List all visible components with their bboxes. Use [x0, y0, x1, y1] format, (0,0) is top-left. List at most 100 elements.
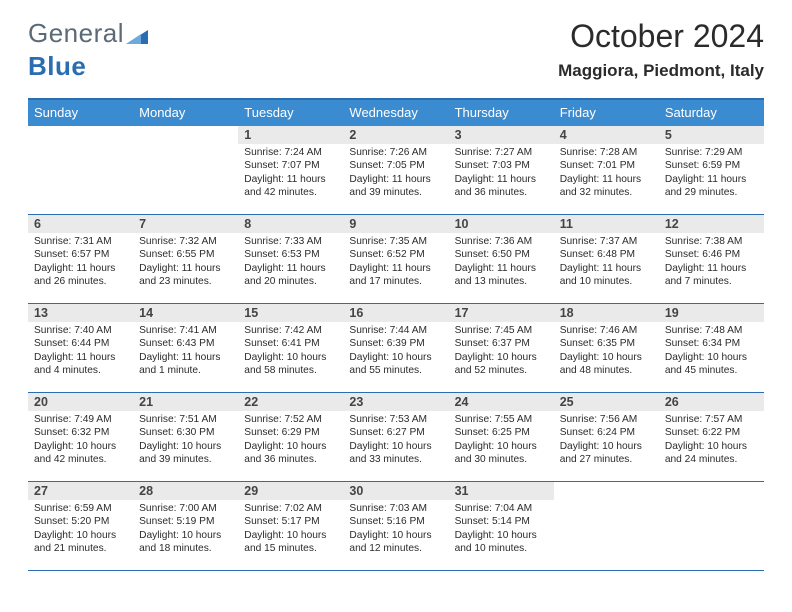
daylight-text: Daylight: 10 hours and 55 minutes. — [349, 351, 442, 378]
sunrise-text: Sunrise: 7:55 AM — [455, 413, 548, 426]
sunset-text: Sunset: 6:39 PM — [349, 337, 442, 350]
location: Maggiora, Piedmont, Italy — [558, 61, 764, 81]
daylight-text: Daylight: 11 hours and 4 minutes. — [34, 351, 127, 378]
day-number: 13 — [28, 304, 133, 322]
daylight-text: Daylight: 11 hours and 7 minutes. — [665, 262, 758, 289]
calendar-cell: 30Sunrise: 7:03 AMSunset: 5:16 PMDayligh… — [343, 482, 448, 570]
sunset-text: Sunset: 5:14 PM — [455, 515, 548, 528]
week-row: 20Sunrise: 7:49 AMSunset: 6:32 PMDayligh… — [28, 393, 764, 482]
sunrise-text: Sunrise: 7:31 AM — [34, 235, 127, 248]
calendar-cell-empty — [659, 482, 764, 570]
day-number: 8 — [238, 215, 343, 233]
calendar-cell: 20Sunrise: 7:49 AMSunset: 6:32 PMDayligh… — [28, 393, 133, 481]
day-details: Sunrise: 7:52 AMSunset: 6:29 PMDaylight:… — [238, 411, 343, 469]
sunrise-text: Sunrise: 7:35 AM — [349, 235, 442, 248]
month-title: October 2024 — [558, 18, 764, 55]
sunrise-text: Sunrise: 7:26 AM — [349, 146, 442, 159]
daylight-text: Daylight: 10 hours and 24 minutes. — [665, 440, 758, 467]
day-details: Sunrise: 7:28 AMSunset: 7:01 PMDaylight:… — [554, 144, 659, 202]
day-number — [659, 482, 764, 500]
sunset-text: Sunset: 7:01 PM — [560, 159, 653, 172]
sunrise-text: Sunrise: 7:00 AM — [139, 502, 232, 515]
sunset-text: Sunset: 6:30 PM — [139, 426, 232, 439]
calendar-cell: 22Sunrise: 7:52 AMSunset: 6:29 PMDayligh… — [238, 393, 343, 481]
calendar-cell: 14Sunrise: 7:41 AMSunset: 6:43 PMDayligh… — [133, 304, 238, 392]
calendar-cell: 17Sunrise: 7:45 AMSunset: 6:37 PMDayligh… — [449, 304, 554, 392]
day-number: 2 — [343, 126, 448, 144]
daylight-text: Daylight: 11 hours and 39 minutes. — [349, 173, 442, 200]
calendar-cell: 13Sunrise: 7:40 AMSunset: 6:44 PMDayligh… — [28, 304, 133, 392]
logo-triangle-icon — [126, 20, 148, 51]
sunset-text: Sunset: 6:53 PM — [244, 248, 337, 261]
calendar-cell: 23 Sunrise: 7:53 AMSunset: 6:27 PMDayligh… — [343, 393, 448, 481]
sunset-text: Sunset: 6:41 PM — [244, 337, 337, 350]
calendar: SundayMondayTuesdayWednesdayThursdayFrid… — [28, 98, 764, 571]
calendar-cell: 6Sunrise: 7:31 AMSunset: 6:57 PMDaylight… — [28, 215, 133, 303]
day-number: 20 — [28, 393, 133, 411]
sunset-text: Sunset: 6:27 PM — [349, 426, 442, 439]
daylight-text: Daylight: 11 hours and 20 minutes. — [244, 262, 337, 289]
sunset-text: Sunset: 7:05 PM — [349, 159, 442, 172]
daylight-text: Daylight: 10 hours and 48 minutes. — [560, 351, 653, 378]
logo-text: General Blue — [28, 18, 148, 82]
calendar-cell: 10Sunrise: 7:36 AMSunset: 6:50 PMDayligh… — [449, 215, 554, 303]
day-number: 1 — [238, 126, 343, 144]
sunset-text: Sunset: 6:43 PM — [139, 337, 232, 350]
sunrise-text: Sunrise: 7:53 AM — [349, 413, 442, 426]
calendar-cell: 15Sunrise: 7:42 AMSunset: 6:41 PMDayligh… — [238, 304, 343, 392]
calendar-cell: 26Sunrise: 7:57 AMSunset: 6:22 PMDayligh… — [659, 393, 764, 481]
day-number: 23 — [343, 393, 448, 411]
dow-friday: Friday — [554, 100, 659, 126]
daylight-text: Daylight: 10 hours and 33 minutes. — [349, 440, 442, 467]
day-details: Sunrise: 7:32 AMSunset: 6:55 PMDaylight:… — [133, 233, 238, 291]
day-details: Sunrise: 7:03 AMSunset: 5:16 PMDaylight:… — [343, 500, 448, 558]
sunset-text: Sunset: 5:17 PM — [244, 515, 337, 528]
day-number: 21 — [133, 393, 238, 411]
day-details: Sunrise: 7:44 AMSunset: 6:39 PMDaylight:… — [343, 322, 448, 380]
daylight-text: Daylight: 11 hours and 17 minutes. — [349, 262, 442, 289]
daylight-text: Daylight: 10 hours and 39 minutes. — [139, 440, 232, 467]
day-number: 24 — [449, 393, 554, 411]
sunrise-text: Sunrise: 7:04 AM — [455, 502, 548, 515]
day-number: 14 — [133, 304, 238, 322]
day-details: Sunrise: 7:31 AMSunset: 6:57 PMDaylight:… — [28, 233, 133, 291]
calendar-cell: 12Sunrise: 7:38 AMSunset: 6:46 PMDayligh… — [659, 215, 764, 303]
day-number: 6 — [28, 215, 133, 233]
sunrise-text: Sunrise: 7:27 AM — [455, 146, 548, 159]
day-number: 31 — [449, 482, 554, 500]
sunrise-text: Sunrise: 7:42 AM — [244, 324, 337, 337]
day-details: Sunrise: 7:51 AMSunset: 6:30 PMDaylight:… — [133, 411, 238, 469]
sunrise-text: Sunrise: 7:57 AM — [665, 413, 758, 426]
daylight-text: Daylight: 10 hours and 58 minutes. — [244, 351, 337, 378]
sunset-text: Sunset: 7:03 PM — [455, 159, 548, 172]
day-number: 9 — [343, 215, 448, 233]
day-details: Sunrise: 7:46 AMSunset: 6:35 PMDaylight:… — [554, 322, 659, 380]
week-row: 6Sunrise: 7:31 AMSunset: 6:57 PMDaylight… — [28, 215, 764, 304]
day-number: 25 — [554, 393, 659, 411]
day-number: 3 — [449, 126, 554, 144]
day-details: Sunrise: 7:40 AMSunset: 6:44 PMDaylight:… — [28, 322, 133, 380]
header: General Blue October 2024 Maggiora, Pied… — [0, 0, 792, 90]
day-details: Sunrise: 7:56 AMSunset: 6:24 PMDaylight:… — [554, 411, 659, 469]
sunset-text: Sunset: 6:46 PM — [665, 248, 758, 261]
day-details: Sunrise: 7:42 AMSunset: 6:41 PMDaylight:… — [238, 322, 343, 380]
day-number: 10 — [449, 215, 554, 233]
title-block: October 2024 Maggiora, Piedmont, Italy — [558, 18, 764, 81]
daylight-text: Daylight: 11 hours and 26 minutes. — [34, 262, 127, 289]
calendar-cell: 25Sunrise: 7:56 AMSunset: 6:24 PMDayligh… — [554, 393, 659, 481]
day-number: 4 — [554, 126, 659, 144]
day-number: 26 — [659, 393, 764, 411]
day-details: Sunrise: 6:59 AMSunset: 5:20 PMDaylight:… — [28, 500, 133, 558]
daylight-text: Daylight: 10 hours and 30 minutes. — [455, 440, 548, 467]
sunset-text: Sunset: 6:35 PM — [560, 337, 653, 350]
day-details: Sunrise: 7:38 AMSunset: 6:46 PMDaylight:… — [659, 233, 764, 291]
calendar-cell: 27Sunrise: 6:59 AMSunset: 5:20 PMDayligh… — [28, 482, 133, 570]
sunset-text: Sunset: 6:32 PM — [34, 426, 127, 439]
daylight-text: Daylight: 10 hours and 18 minutes. — [139, 529, 232, 556]
day-details: Sunrise: 7:41 AMSunset: 6:43 PMDaylight:… — [133, 322, 238, 380]
sunrise-text: Sunrise: 7:44 AM — [349, 324, 442, 337]
sunrise-text: Sunrise: 7:36 AM — [455, 235, 548, 248]
sunrise-text: Sunrise: 7:38 AM — [665, 235, 758, 248]
sunrise-text: Sunrise: 7:46 AM — [560, 324, 653, 337]
daylight-text: Daylight: 10 hours and 21 minutes. — [34, 529, 127, 556]
